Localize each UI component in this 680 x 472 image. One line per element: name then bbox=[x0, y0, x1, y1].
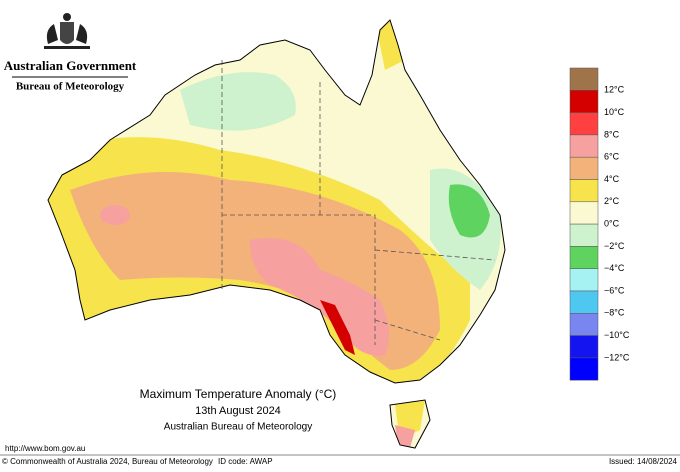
legend-swatch bbox=[569, 134, 599, 158]
legend-label: 8°C bbox=[604, 129, 620, 139]
legend-swatch bbox=[569, 112, 599, 136]
footer-url: http://www.bom.gov.au bbox=[5, 444, 85, 453]
footer-copyright: © Commonwealth of Australia 2024, Bureau… bbox=[2, 457, 213, 466]
legend-label: 12°C bbox=[604, 85, 625, 95]
coat-of-arms bbox=[44, 13, 90, 49]
legend-label: 4°C bbox=[604, 174, 620, 184]
agency-name: Bureau of Meteorology bbox=[16, 81, 125, 93]
state-borders bbox=[221, 60, 496, 345]
government-name: Australian Government bbox=[4, 58, 137, 73]
footer-issued: Issued: 14/08/2024 bbox=[609, 457, 678, 466]
legend-label: −6°C bbox=[604, 285, 625, 295]
map-title: Maximum Temperature Anomaly (°C) bbox=[140, 387, 337, 401]
legend-swatch bbox=[569, 313, 599, 336]
legend-swatch bbox=[569, 90, 599, 113]
legend-label: 2°C bbox=[604, 196, 620, 206]
legend-swatch bbox=[569, 357, 599, 381]
footer-id: ID code: AWAP bbox=[218, 457, 273, 466]
legend-swatch bbox=[569, 201, 599, 225]
legend-label: 0°C bbox=[604, 218, 620, 228]
legend: 12°C 10°C 8°C 6°C 4°C 2°C 0°C −2°C −4°C −6°C −8°C −… bbox=[569, 67, 630, 381]
legend-swatch bbox=[569, 156, 599, 180]
legend-label: −4°C bbox=[604, 263, 625, 273]
legend-label: 10°C bbox=[604, 107, 625, 117]
legend-swatch bbox=[569, 223, 599, 247]
legend-swatch bbox=[569, 246, 599, 269]
legend-swatch bbox=[569, 179, 599, 203]
legend-label: 6°C bbox=[604, 152, 620, 162]
legend-label: −12°C bbox=[604, 352, 630, 362]
map-date: 13th August 2024 bbox=[195, 405, 281, 417]
legend-swatch bbox=[569, 67, 599, 91]
legend-swatch bbox=[569, 268, 599, 292]
legend-label: −8°C bbox=[604, 308, 625, 318]
legend-swatch bbox=[569, 290, 599, 314]
legend-label: −10°C bbox=[604, 330, 630, 340]
legend-swatch bbox=[569, 335, 599, 359]
legend-label: −2°C bbox=[604, 241, 625, 251]
coastline bbox=[47, 19, 506, 449]
map-source: Australian Bureau of Meteorology bbox=[164, 422, 312, 433]
